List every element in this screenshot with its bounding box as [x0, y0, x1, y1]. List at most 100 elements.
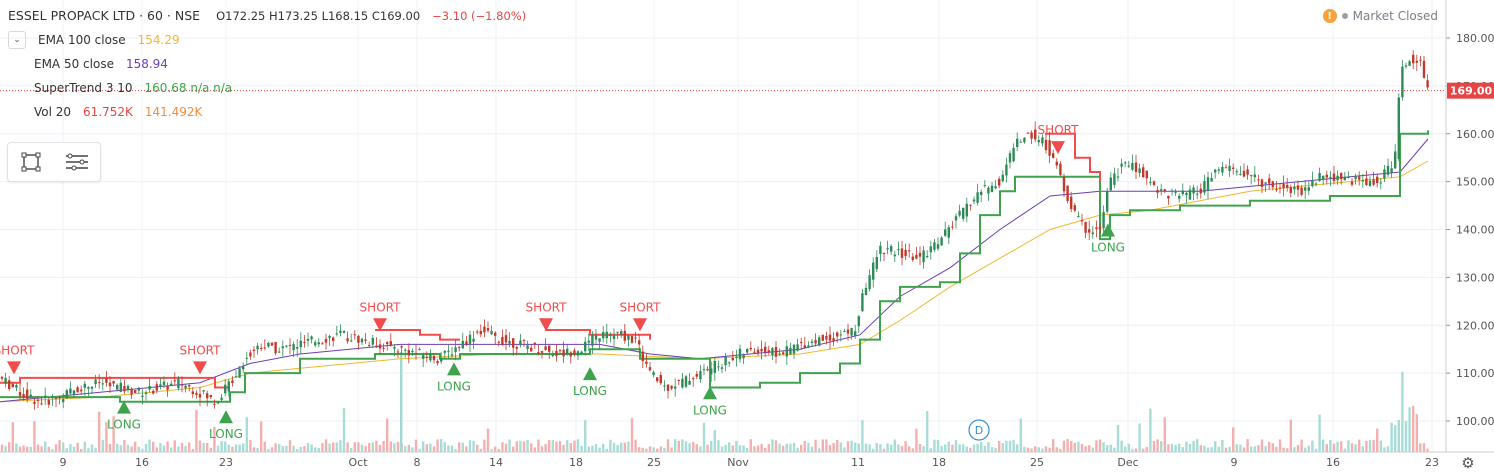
volume-bar: [1358, 439, 1361, 452]
study-row-supertrend[interactable]: SuperTrend 3 10 160.68 n/a n/a: [34, 76, 526, 100]
candle-body: [1311, 180, 1314, 187]
volume-bar: [630, 418, 634, 452]
candle-body: [382, 347, 385, 349]
candle-body: [764, 346, 767, 353]
candle-body: [224, 384, 227, 394]
volume-bar: [1167, 444, 1170, 452]
candle-body: [494, 332, 497, 336]
volume-bar: [1372, 440, 1375, 452]
candle-body: [540, 350, 544, 353]
volume-bar: [1347, 440, 1350, 452]
volume-bar: [188, 442, 191, 452]
object-tree-icon[interactable]: [64, 149, 90, 175]
candle-body: [544, 346, 547, 350]
candle-body: [270, 342, 274, 346]
collapse-legend-icon[interactable]: ⌄: [8, 31, 26, 49]
volume-bar: [886, 443, 889, 452]
candle-body: [1066, 185, 1069, 201]
volume-bar: [483, 439, 486, 452]
warning-icon[interactable]: !: [1322, 9, 1337, 23]
candle-body: [386, 342, 389, 345]
candle-body: [213, 403, 216, 405]
candle-body: [1422, 60, 1426, 78]
volume-bar: [875, 443, 878, 452]
volume-bar: [1264, 446, 1267, 452]
volume-bar: [746, 447, 749, 452]
candle-body: [1080, 219, 1084, 222]
candle-body: [335, 333, 338, 335]
candle-body: [65, 390, 68, 399]
volume-bar: [1217, 446, 1220, 452]
volume-bar: [587, 446, 590, 452]
candle-body: [526, 345, 529, 350]
volume-bar: [767, 444, 770, 452]
volume-bar: [11, 422, 14, 452]
volume-bar: [1422, 443, 1426, 452]
volume-bar: [62, 442, 65, 452]
candle-body: [134, 390, 137, 393]
volume-bar: [591, 445, 594, 452]
volume-bar: [137, 446, 140, 452]
volume-bar: [22, 445, 25, 452]
candle-body: [1138, 168, 1141, 174]
supertrend-down-line: [375, 329, 460, 341]
volume-bar: [929, 448, 932, 452]
volume-bar: [638, 447, 641, 452]
candle-body: [566, 348, 569, 355]
candle-body: [26, 389, 29, 399]
study-row-ema50[interactable]: EMA 50 close 158.94: [34, 52, 526, 76]
candle-body: [1300, 187, 1303, 195]
time-axis[interactable]: 9 16 23 Oct 8 14 18 25 Nov 11 18 25 Dec 9 16 23 ⚙: [0, 451, 1494, 472]
candle-body: [897, 249, 900, 251]
candle-body: [620, 331, 623, 335]
candle-body: [152, 390, 155, 394]
study-row-volume[interactable]: Vol 20 61.752K 141.492K: [34, 100, 526, 124]
volume-bar: [980, 442, 983, 452]
volume-bar: [256, 448, 259, 452]
rectangle-tool-icon[interactable]: [18, 149, 44, 175]
candle-body: [1304, 187, 1307, 191]
candle-body: [202, 390, 205, 392]
candle-body: [8, 380, 11, 389]
supertrend-down-line: [545, 329, 651, 340]
candle-body: [260, 347, 263, 350]
volume-bar: [1073, 442, 1076, 452]
volume-bar: [947, 441, 950, 452]
volume-bar: [281, 445, 284, 452]
candle-body: [1383, 169, 1386, 179]
candle-body: [62, 399, 65, 403]
market-status[interactable]: ! Market Closed: [1322, 9, 1438, 23]
volume-bar: [796, 447, 799, 452]
symbol-title[interactable]: ESSEL PROPACK LTD · 60 · NSE: [8, 8, 201, 23]
candle-body: [695, 373, 698, 377]
candle-body: [292, 344, 295, 351]
candle-body: [645, 361, 648, 364]
candle-body: [551, 354, 554, 356]
volume-bar: [1340, 441, 1343, 452]
volume-bar: [1426, 448, 1429, 452]
volume-bar: [1246, 439, 1249, 452]
candle-body: [1102, 212, 1105, 229]
candle-body: [987, 187, 990, 194]
price-axis[interactable]: 180.00170.00160.00150.00140.00130.00120.…: [1445, 0, 1494, 452]
volume-bar: [108, 443, 112, 452]
volume-bar: [170, 447, 173, 452]
candle-body: [911, 256, 914, 261]
candle-body: [314, 342, 317, 346]
status-dot-icon: [1341, 13, 1348, 19]
candle-body: [713, 360, 716, 373]
candle-body: [364, 339, 367, 341]
volume-bar: [911, 448, 914, 452]
candle-body: [418, 348, 421, 350]
study-row-ema100[interactable]: ⌄ EMA 100 close 154.29: [8, 28, 526, 52]
candle-body: [245, 357, 248, 359]
volume-bar: [1325, 444, 1328, 452]
volume-bar: [544, 444, 547, 452]
volume-bar: [119, 445, 122, 452]
volume-bar: [328, 443, 331, 452]
volume-bar: [976, 443, 979, 452]
candle-body: [1275, 189, 1278, 191]
candle-body: [1271, 181, 1274, 188]
volume-bar: [724, 444, 727, 452]
